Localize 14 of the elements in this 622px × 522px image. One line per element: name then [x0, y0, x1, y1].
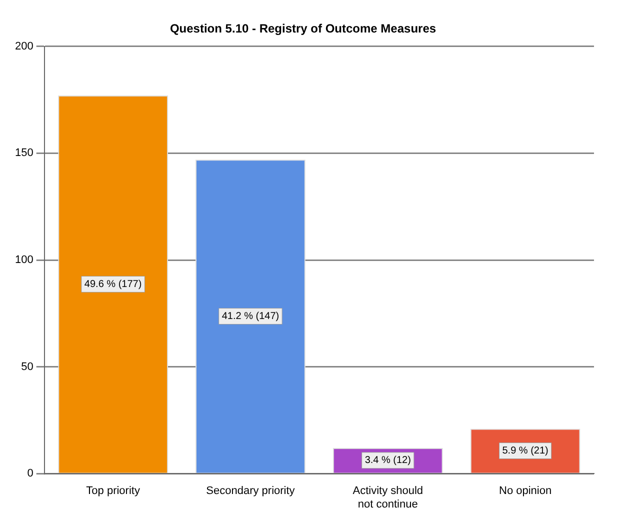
- y-tick-label: 200: [14, 40, 34, 52]
- data-label: 5.9 % (21): [502, 446, 548, 457]
- y-tick-label: 100: [14, 254, 34, 266]
- y-tick-label: 150: [14, 147, 34, 160]
- x-tick-label: No opinion: [498, 485, 552, 498]
- data-label: 3.4 % (12): [364, 455, 411, 466]
- chart-title: Question 5.10 - Registry of Outcome Measures: [170, 22, 436, 36]
- data-label: 49.6 % (177): [84, 278, 142, 290]
- data-label: 41.2 % (147): [222, 310, 280, 322]
- y-tick-label: 0: [27, 468, 34, 480]
- y-tick-label: 50: [21, 360, 34, 373]
- x-tick-label: Activity should not continue: [352, 485, 424, 510]
- x-tick-label: Top priority: [86, 485, 140, 498]
- x-tick-label: Secondary priority: [206, 485, 296, 498]
